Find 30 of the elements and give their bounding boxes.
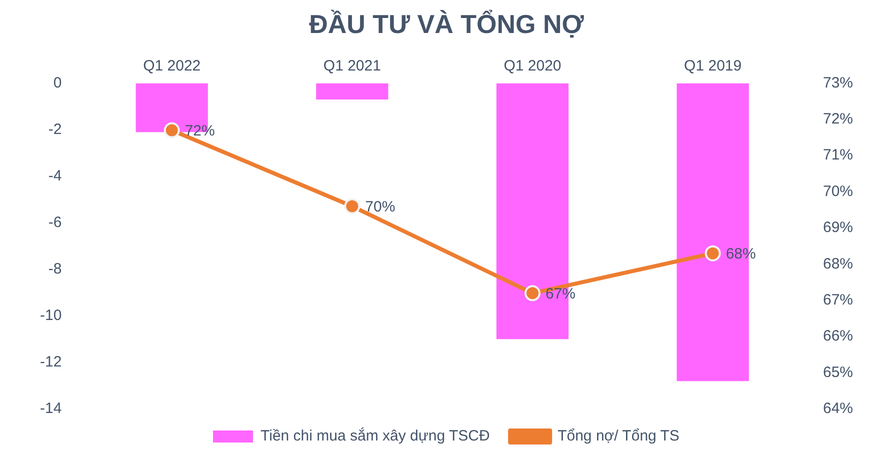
y2-tick-label: 73% bbox=[822, 74, 854, 92]
point bbox=[164, 122, 180, 138]
x-tick-label: Q1 2019 bbox=[684, 57, 742, 74]
y-tick-label: 0 bbox=[53, 74, 62, 92]
point bbox=[344, 198, 360, 214]
y-tick-label: -14 bbox=[40, 400, 62, 418]
x-tick-label: Q1 2021 bbox=[323, 57, 381, 74]
point bbox=[704, 245, 721, 262]
data-label: 70% bbox=[365, 198, 396, 216]
y-tick-label: -12 bbox=[40, 354, 62, 371]
y2-tick-label: 68% bbox=[822, 255, 854, 272]
y2-tick-label: 72% bbox=[822, 110, 854, 128]
y-tick-label: -4 bbox=[48, 167, 62, 184]
point bbox=[524, 285, 540, 302]
y-tick-label: -10 bbox=[40, 307, 62, 324]
chart-title: ĐẦU TƯ VÀ TỔNG NỢ bbox=[309, 8, 585, 39]
legend-label: Tiền chi mua sắm xây dựng TSCĐ bbox=[260, 426, 490, 445]
y2-tick-label: 65% bbox=[822, 364, 854, 381]
y2-tick-label: 67% bbox=[822, 292, 854, 309]
y2-tick-label: 70% bbox=[822, 182, 854, 200]
x-tick-label: Q1 2020 bbox=[504, 57, 562, 74]
y2-tick-label: 71% bbox=[822, 146, 854, 164]
y2-tick-label: 66% bbox=[822, 328, 854, 345]
x-tick-label: Q1 2022 bbox=[143, 57, 201, 74]
y-tick-label: -2 bbox=[48, 120, 62, 138]
y-tick-label: -6 bbox=[48, 214, 62, 231]
y-tick-label: -8 bbox=[48, 260, 62, 278]
y2-tick-label: 64% bbox=[822, 400, 854, 418]
y2-tick-label: 69% bbox=[822, 219, 854, 236]
legend-label: Tổng nợ/ Tổng TS bbox=[558, 428, 680, 445]
